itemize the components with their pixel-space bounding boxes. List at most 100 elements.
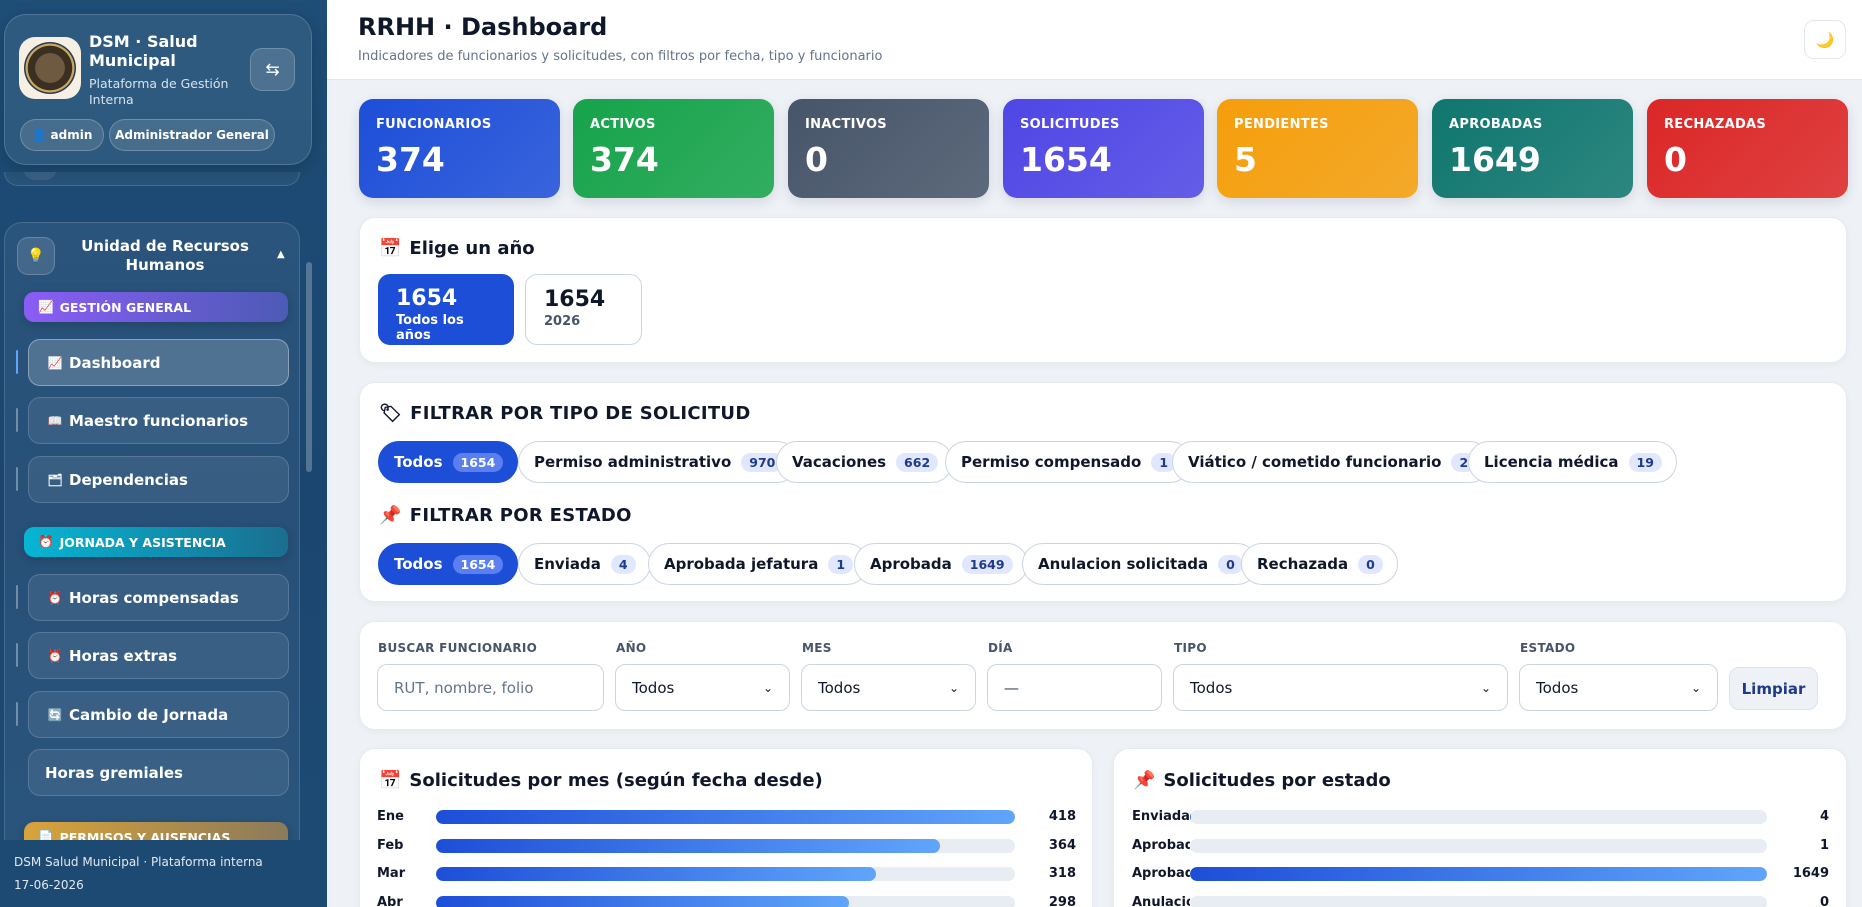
monthly-chart-title-text: Solicitudes por mes (según fecha desde) xyxy=(409,770,823,791)
book-icon: 📖 xyxy=(47,413,63,428)
state-filter-enviada[interactable]: Enviada 4 xyxy=(518,543,651,585)
filter-label: Anulacion solicitada xyxy=(1038,555,1209,573)
section-label: GESTIÓN GENERAL xyxy=(59,299,192,315)
day-input[interactable]: — xyxy=(987,664,1162,711)
state-filter-title: 📌 FILTRAR POR ESTADO xyxy=(379,505,632,526)
stat-label: SOLICITUDES xyxy=(1020,117,1120,132)
nav-group-title[interactable]: Unidad de Recursos Humanos xyxy=(81,237,249,274)
collapsed-group[interactable] xyxy=(4,172,300,186)
sidebar-item-dependencias[interactable]: 🗂 Dependencias xyxy=(28,456,289,503)
monthly-chart-title: 📅 Solicitudes por mes (según fecha desde) xyxy=(379,770,823,791)
month-bar xyxy=(436,810,1015,824)
funcionario-label: BUSCAR FUNCIONARIO xyxy=(378,641,538,655)
footer-text: DSM Salud Municipal · Plataforma interna xyxy=(14,855,263,869)
filter-count: 1654 xyxy=(452,554,504,574)
tag-icon: 🏷 xyxy=(379,403,403,424)
sidebar-item-dashboard[interactable]: 📈 Dashboard xyxy=(28,339,289,386)
type-filter-permiso-administrativo[interactable]: Permiso administrativo 970 xyxy=(518,441,799,483)
rail xyxy=(16,408,18,432)
sidebar-item-label: Horas extras xyxy=(69,646,177,665)
pushpin-icon: 📌 xyxy=(379,505,402,526)
sidebar-item-maestro-funcionarios[interactable]: 📖 Maestro funcionarios xyxy=(28,397,289,444)
stat-label: INACTIVOS xyxy=(805,117,887,132)
month-bar xyxy=(436,838,941,853)
pushpin-icon: 📌 xyxy=(1133,770,1156,791)
stat-value: 0 xyxy=(805,140,828,179)
caret-up-icon[interactable]: ▲ xyxy=(277,249,285,260)
month-bar xyxy=(436,895,849,907)
state-select-value: Todos xyxy=(1536,678,1579,697)
state-track xyxy=(1190,867,1767,881)
section-label: PERMISOS Y AUSENCIAS xyxy=(59,829,231,841)
stat-card-aprobadas: APROBADAS 1649 xyxy=(1432,99,1633,198)
section-jornada-asistencia[interactable]: ⏰ JORNADA Y ASISTENCIA xyxy=(24,527,288,557)
sidebar-item-label: Maestro funcionarios xyxy=(69,411,249,430)
stat-value: 374 xyxy=(590,140,659,179)
type-select[interactable]: Todos ⌄ xyxy=(1173,664,1508,711)
state-select[interactable]: Todos ⌄ xyxy=(1519,664,1718,711)
state-filter-aprobada[interactable]: Aprobada 1649 xyxy=(854,543,1028,585)
brand-subtitle: Plataforma de Gestión Interna xyxy=(89,76,229,107)
state-label: ESTADO xyxy=(1520,641,1576,655)
type-filter-viatico[interactable]: Viático / cometido funcionario 2 xyxy=(1172,441,1492,483)
clock-icon: ⏰ xyxy=(38,534,54,549)
type-filter-title-text: FILTRAR POR TIPO DE SOLICITUD xyxy=(410,403,751,424)
filter-label: Permiso compensado xyxy=(961,453,1142,471)
footer-date: 17-06-2026 xyxy=(14,878,84,892)
state-value: 1649 xyxy=(1792,866,1829,881)
chevron-down-icon: ⌄ xyxy=(762,680,773,695)
month-track xyxy=(436,867,1015,881)
type-filter-todos[interactable]: Todos 1654 xyxy=(378,441,519,483)
filter-label: Aprobada xyxy=(870,555,952,573)
sidebar-item-label: Horas compensadas xyxy=(69,588,239,607)
filter-label: Viático / cometido funcionario xyxy=(1188,453,1442,471)
funcionario-search-input[interactable]: RUT, nombre, folio xyxy=(377,664,604,711)
state-filter-title-text: FILTRAR POR ESTADO xyxy=(409,505,632,526)
state-track xyxy=(1190,838,1767,853)
sidebar-item-horas-gremiales[interactable]: Horas gremiales xyxy=(28,749,289,796)
section-gestion-general[interactable]: 📈 GESTIÓN GENERAL xyxy=(24,292,288,322)
state-filter-aprobada-jefatura[interactable]: Aprobada jefatura 1 xyxy=(648,543,869,585)
type-filter-licencia-medica[interactable]: Licencia médica 19 xyxy=(1468,441,1677,483)
theme-toggle-button[interactable]: 🌙 xyxy=(1804,20,1846,59)
year-option-2026[interactable]: 1654 2026 xyxy=(525,274,642,345)
filter-count: 1649 xyxy=(961,554,1013,574)
day-label: DÍA xyxy=(988,641,1013,655)
sidebar-item-horas-compensadas[interactable]: ⏰ Horas compensadas xyxy=(28,574,289,621)
sidebar-scrollbar[interactable] xyxy=(306,262,312,472)
month-value: 418 xyxy=(1048,809,1076,824)
state-filter-todos[interactable]: Todos 1654 xyxy=(378,543,519,585)
sidebar-item-cambio-de-jornada[interactable]: 🔄 Cambio de Jornada xyxy=(28,691,289,738)
month-value: 318 xyxy=(1048,866,1076,881)
type-filter-permiso-compensado[interactable]: Permiso compensado 1 xyxy=(945,441,1192,483)
stat-card-activos: ACTIVOS 374 xyxy=(573,99,774,198)
month-bar xyxy=(436,867,877,881)
filter-count: 0 xyxy=(1358,554,1383,574)
year-select[interactable]: Todos ⌄ xyxy=(615,664,790,711)
month-track xyxy=(436,838,1015,853)
role-chip: Administrador General xyxy=(109,119,275,151)
chevron-down-icon: ⌄ xyxy=(1480,680,1491,695)
filter-label: Permiso administrativo xyxy=(534,453,732,471)
sidebar-item-horas-extras[interactable]: ⏰ Horas extras xyxy=(28,632,289,679)
type-filter-vacaciones[interactable]: Vacaciones 662 xyxy=(776,441,954,483)
state-bar xyxy=(1190,867,1767,881)
alarm-clock-icon: ⏰ xyxy=(47,590,63,605)
collapse-sidebar-button[interactable]: ⇆ xyxy=(250,48,295,91)
type-select-value: Todos xyxy=(1190,678,1233,697)
user-chip[interactable]: 👤 admin xyxy=(20,119,104,151)
section-permisos-ausencias[interactable]: 📄 PERMISOS Y AUSENCIAS xyxy=(24,822,288,840)
state-filter-rechazada[interactable]: Rechazada 0 xyxy=(1241,543,1398,585)
month-select[interactable]: Todos ⌄ xyxy=(801,664,976,711)
state-filter-anulacion-solicitada[interactable]: Anulacion solicitada 0 xyxy=(1022,543,1258,585)
filter-count: 970 xyxy=(741,452,784,472)
state-label: Aprobad xyxy=(1132,837,1190,853)
year-option-all[interactable]: 1654 Todos los años xyxy=(378,274,514,345)
clear-filters-button[interactable]: Limpiar xyxy=(1729,667,1818,710)
page-title: RRHH · Dashboard xyxy=(358,13,608,41)
brand-title: DSM · Salud Municipal xyxy=(89,32,198,70)
state-value: 4 xyxy=(1819,809,1829,824)
filter-count: 1 xyxy=(1151,452,1177,472)
stat-value: 1654 xyxy=(1020,140,1112,179)
month-track xyxy=(436,810,1015,824)
